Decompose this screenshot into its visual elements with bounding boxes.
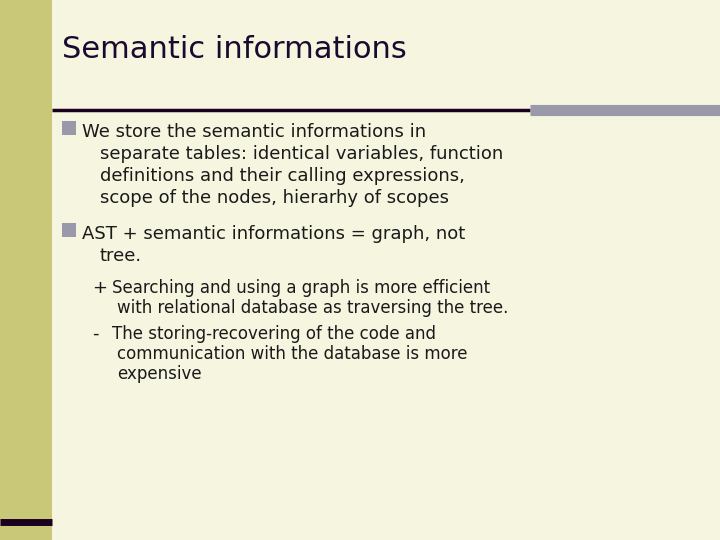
Text: definitions and their calling expressions,: definitions and their calling expression… <box>100 167 465 185</box>
Text: with relational database as traversing the tree.: with relational database as traversing t… <box>117 299 508 317</box>
Text: communication with the database is more: communication with the database is more <box>117 345 467 363</box>
Text: We store the semantic informations in: We store the semantic informations in <box>82 123 426 141</box>
Text: Semantic informations: Semantic informations <box>62 35 407 64</box>
Text: -: - <box>92 325 99 343</box>
Text: The storing-recovering of the code and: The storing-recovering of the code and <box>112 325 436 343</box>
Text: +: + <box>92 279 107 297</box>
Text: AST + semantic informations = graph, not: AST + semantic informations = graph, not <box>82 225 465 243</box>
Text: scope of the nodes, hierarhy of scopes: scope of the nodes, hierarhy of scopes <box>100 189 449 207</box>
Text: tree.: tree. <box>100 247 142 265</box>
Text: Searching and using a graph is more efficient: Searching and using a graph is more effi… <box>112 279 490 297</box>
Bar <box>0 0 52 540</box>
Bar <box>62 223 76 237</box>
Text: separate tables: identical variables, function: separate tables: identical variables, fu… <box>100 145 503 163</box>
Bar <box>62 121 76 135</box>
Text: expensive: expensive <box>117 365 202 383</box>
